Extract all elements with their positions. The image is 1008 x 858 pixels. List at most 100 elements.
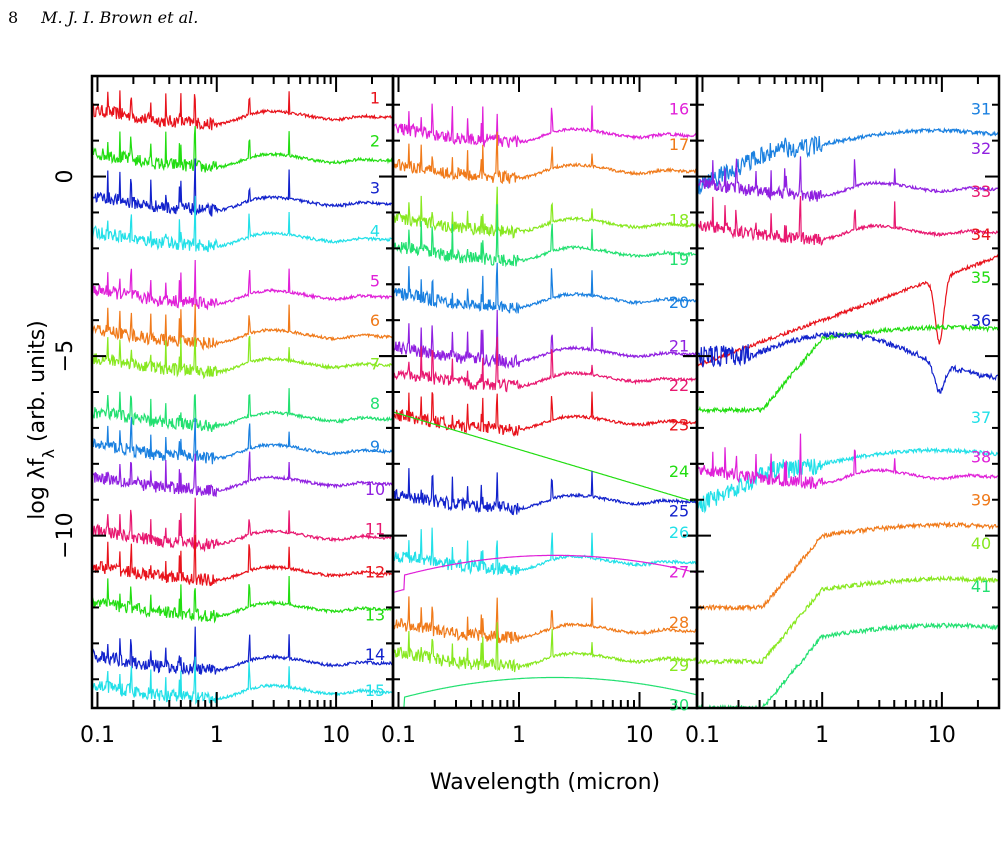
series-label-20: 20 (669, 293, 689, 312)
series-line-32 (696, 156, 1000, 202)
series-line-15 (91, 656, 394, 705)
series-label-34: 34 (971, 225, 991, 244)
series-line-37 (696, 446, 1000, 514)
series-line-2 (91, 126, 394, 173)
series-line-21 (392, 309, 697, 370)
panel-frame-3 (695, 74, 1001, 710)
series-line-6 (91, 304, 394, 351)
series-line-20 (392, 262, 698, 315)
series-label-13: 13 (365, 606, 385, 625)
series-line-41 (697, 621, 1000, 710)
series-label-1: 1 (370, 89, 380, 108)
series-line-1 (91, 90, 394, 131)
series-label-33: 33 (971, 182, 991, 201)
y-axis-title-main: log λf (25, 457, 50, 520)
series-label-28: 28 (669, 613, 689, 632)
series-label-2: 2 (370, 132, 380, 151)
x-axis-title: Wavelength (micron) (430, 770, 660, 795)
x-tick-label: 1 (815, 723, 829, 748)
series-line-25 (392, 468, 698, 516)
series-label-21: 21 (669, 336, 689, 355)
series-line-5 (91, 259, 394, 311)
page-number: 8 (8, 8, 19, 27)
series-label-18: 18 (669, 211, 689, 230)
series-line-29 (392, 622, 698, 673)
series-line-16 (392, 103, 698, 148)
x-tick-label: 1 (512, 723, 526, 748)
series-line-14 (91, 626, 394, 676)
series-line-23 (392, 391, 698, 437)
x-tick-label: 0.1 (381, 723, 416, 748)
series-label-36: 36 (971, 311, 991, 330)
series-line-26 (392, 527, 698, 576)
series-line-8 (91, 388, 394, 433)
x-tick-label: 1 (210, 723, 224, 748)
series-label-39: 39 (971, 491, 991, 510)
series-label-26: 26 (669, 523, 689, 542)
series-label-24: 24 (669, 462, 689, 481)
series-line-11 (91, 497, 394, 553)
series-label-30: 30 (669, 695, 689, 714)
series-line-3 (91, 158, 394, 217)
series-line-27 (392, 554, 698, 594)
series-label-15: 15 (365, 681, 385, 700)
series-label-14: 14 (365, 645, 385, 664)
series-line-18 (392, 186, 698, 239)
series-line-36 (696, 330, 999, 394)
x-tick-label: 0.1 (80, 723, 115, 748)
series-label-31: 31 (971, 99, 991, 118)
series-label-27: 27 (669, 563, 689, 582)
series-label-29: 29 (669, 656, 689, 675)
series-label-32: 32 (971, 139, 991, 158)
series-line-9 (91, 417, 394, 465)
series-line-24 (392, 411, 698, 504)
series-label-23: 23 (669, 415, 689, 434)
x-tick-label: 10 (928, 723, 956, 748)
y-axis-title: log λfλ (arb. units) (25, 320, 58, 520)
x-tick-label: 0.1 (685, 723, 720, 748)
series-line-39 (696, 521, 1000, 612)
series-label-19: 19 (669, 250, 689, 269)
series-line-10 (91, 451, 394, 498)
series-label-8: 8 (370, 394, 380, 413)
series-line-12 (91, 534, 394, 587)
series-label-11: 11 (365, 519, 385, 538)
y-tick-label: −10 (53, 512, 78, 558)
series-line-19 (392, 204, 698, 268)
x-tick-label: 10 (322, 723, 350, 748)
series-label-41: 41 (971, 577, 991, 596)
series-label-25: 25 (669, 502, 689, 521)
y-tick-label: 0 (53, 170, 78, 184)
y-tick-label: −5 (53, 340, 78, 372)
page-header: 8 M. J. I. Brown et al. (8, 8, 198, 27)
series-line-7 (91, 335, 394, 380)
series-label-17: 17 (669, 135, 689, 154)
series-line-31 (696, 127, 1000, 195)
series-line-35 (696, 323, 1000, 415)
series-label-38: 38 (971, 448, 991, 467)
series-line-34 (696, 253, 1000, 367)
series-label-12: 12 (365, 563, 385, 582)
x-tick-label: 10 (626, 723, 654, 748)
series-label-37: 37 (971, 408, 991, 427)
series-line-4 (91, 195, 394, 253)
series-line-30 (393, 676, 698, 709)
series-label-35: 35 (971, 268, 991, 287)
y-axis-title-tail: (arb. units) (25, 320, 50, 449)
panel-frame-1 (90, 74, 395, 710)
series-label-6: 6 (370, 311, 380, 330)
running-author-line: M. J. I. Brown et al. (41, 8, 199, 27)
series-line-22 (392, 336, 698, 393)
series-labels: 1234567891011121314151617181920212223242… (365, 89, 991, 715)
series-label-9: 9 (370, 437, 380, 456)
series-label-10: 10 (365, 480, 385, 499)
series-line-33 (696, 195, 1000, 247)
series-line-17 (392, 131, 698, 185)
series-line-38 (696, 433, 1000, 490)
y-axis-title-subscript: λ (39, 449, 58, 458)
spectra-layer (91, 90, 1000, 710)
series-label-3: 3 (370, 178, 380, 197)
series-label-16: 16 (669, 99, 689, 118)
series-label-5: 5 (370, 272, 380, 291)
